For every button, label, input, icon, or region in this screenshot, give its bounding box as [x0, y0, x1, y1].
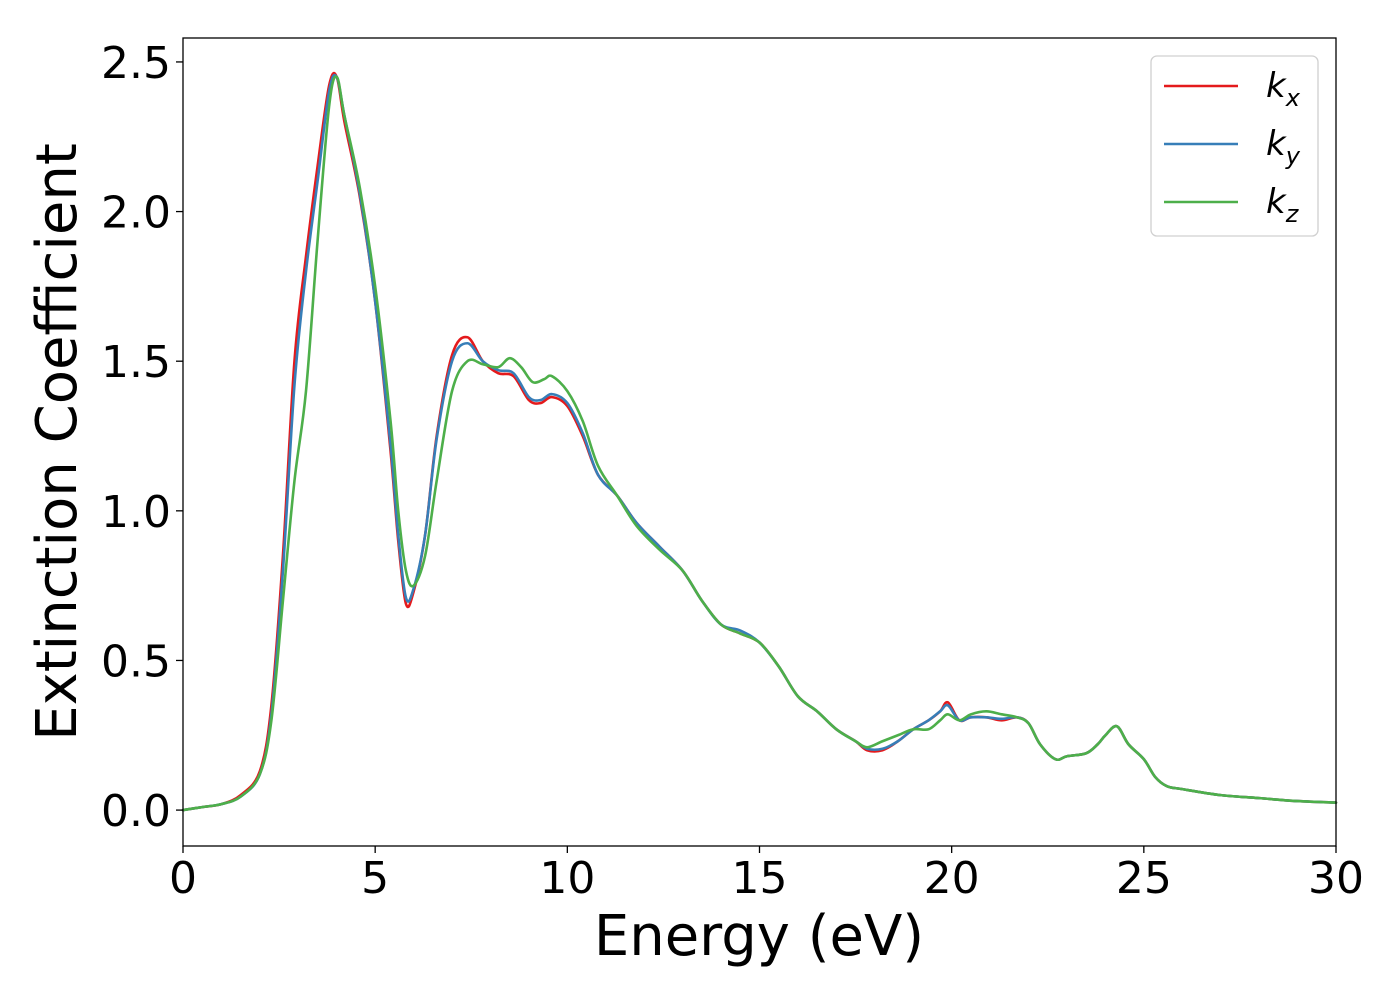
y-tick-label: 0.5: [101, 636, 171, 687]
x-tick-label: 0: [169, 853, 197, 904]
y-tick-label: 1.0: [101, 487, 171, 538]
legend-label-ky: ky: [1266, 124, 1301, 170]
x-tick-label: 30: [1308, 853, 1364, 904]
y-tick-label: 2.5: [101, 38, 171, 89]
y-tick-label: 0.0: [101, 786, 171, 837]
x-tick-label: 5: [361, 853, 389, 904]
x-tick-label: 20: [924, 853, 980, 904]
legend: kx ky kz: [1150, 55, 1319, 237]
x-axis-title: Energy (eV): [594, 904, 924, 969]
legend-label-kz: kz: [1266, 182, 1300, 228]
y-axis-title: Extinction Coefficient: [25, 143, 90, 741]
legend-frame: [1150, 55, 1319, 237]
series-line-kz: [181, 75, 1338, 812]
x-tick-label: 15: [732, 853, 788, 904]
x-axis: 0 5 10 15 20 25 30: [169, 846, 1364, 904]
x-tick-label: 10: [539, 853, 595, 904]
series-layer: [181, 71, 1338, 812]
y-axis: 0.0 0.5 1.0 1.5 2.0 2.5: [101, 38, 183, 837]
y-tick-label: 1.5: [101, 337, 171, 388]
y-tick-label: 2.0: [101, 188, 171, 239]
x-tick-label: 25: [1116, 853, 1172, 904]
legend-label-kx: kx: [1266, 66, 1301, 112]
